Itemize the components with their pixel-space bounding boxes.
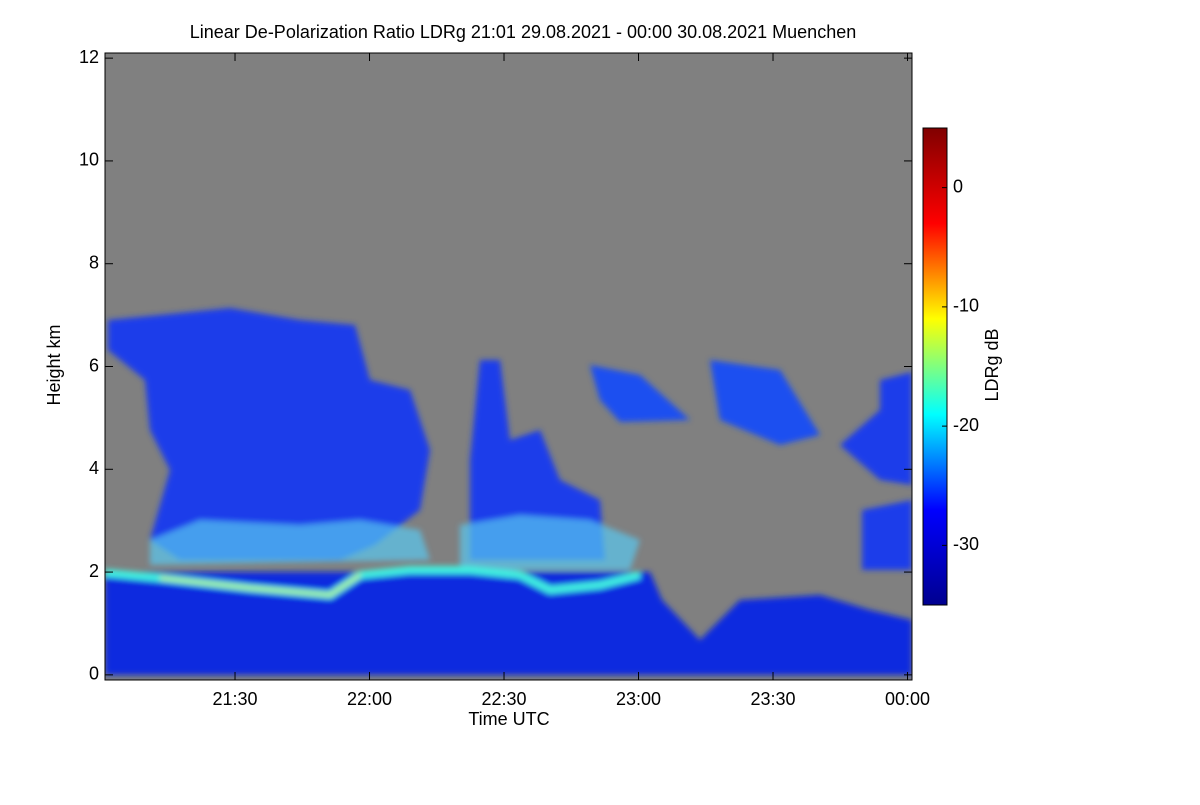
chart-title: Linear De-Polarization Ratio LDRg 21:01 …: [190, 22, 856, 42]
x-tick-label: 23:30: [750, 689, 795, 709]
colorbar-tick-label: -30: [953, 534, 979, 554]
cloud-region: [840, 372, 912, 485]
y-tick-label: 10: [79, 150, 99, 170]
cloud-region: [150, 520, 430, 565]
field: [105, 308, 912, 675]
x-axis-label: Time UTC: [468, 709, 549, 729]
cloud-region: [460, 515, 640, 570]
x-tick-label: 22:30: [481, 689, 526, 709]
colorbar: [922, 127, 948, 606]
cloud-region: [108, 308, 430, 560]
y-tick-label: 6: [89, 355, 99, 375]
y-axis-label: Height km: [44, 324, 64, 405]
y-tick-label: 12: [79, 47, 99, 67]
x-tick-label: 00:00: [885, 689, 930, 709]
layer-line: [159, 573, 361, 597]
x-tick-label: 23:00: [616, 689, 661, 709]
colorbar-tick-label: -20: [953, 415, 979, 435]
x-tick-label: 21:30: [212, 689, 257, 709]
x-tick-label: 22:00: [347, 689, 392, 709]
cloud-region: [590, 365, 690, 422]
cloud-region: [862, 500, 912, 570]
y-tick-label: 0: [89, 664, 99, 684]
y-tick-label: 2: [89, 561, 99, 581]
colorbar-tick-label: 0: [953, 176, 963, 196]
cloud-region: [470, 360, 605, 560]
y-tick-label: 4: [89, 458, 99, 478]
colorbar-label: LDRg dB: [982, 328, 1002, 401]
y-tick-label: 8: [89, 252, 99, 272]
colorbar-tick-label: -10: [953, 296, 979, 316]
cloud-region: [105, 572, 912, 675]
cloud-region: [710, 360, 820, 445]
